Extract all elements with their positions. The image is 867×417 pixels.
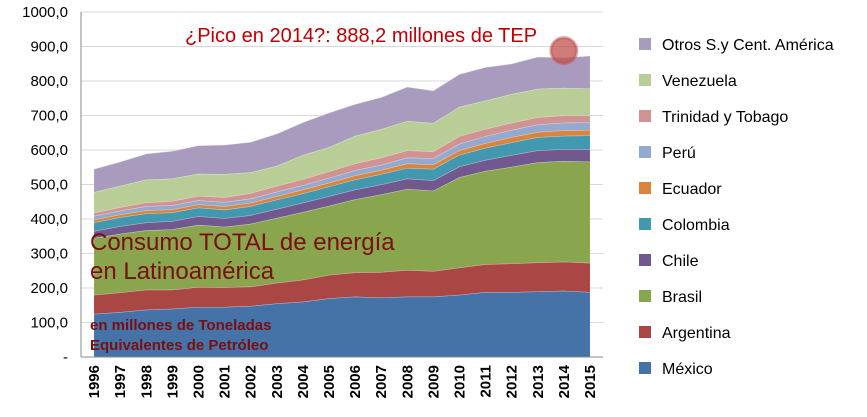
legend-swatch [639, 326, 651, 338]
legend-swatch [639, 74, 651, 86]
series-areas [93, 55, 590, 357]
x-tick-label: 2000 [190, 365, 207, 398]
legend-swatch [639, 146, 651, 158]
x-tick-label: 2007 [373, 365, 390, 398]
legend-label: Chile [662, 253, 699, 270]
y-tick-label: - [63, 349, 68, 366]
legend-label: Trinidad y Tobago [662, 109, 788, 126]
y-tick-label: 700,0 [30, 108, 68, 125]
x-axis-ticks: 1996 1997 1998 1999 2000 2001 2002 2003 2004 2005… [86, 364, 599, 398]
x-tick-label: 2010 [451, 365, 468, 398]
x-tick-label: 1998 [138, 365, 155, 398]
legend-label: Venezuela [662, 73, 737, 90]
x-tick-label: 2011 [478, 365, 495, 398]
series-area [94, 129, 590, 223]
units-note-line1: en millones de Toneladas [90, 317, 271, 334]
x-tick-label: 2014 [556, 364, 573, 398]
y-tick-label: 800,0 [30, 73, 68, 90]
series-area [94, 261, 590, 314]
x-tick-label: 2013 [530, 365, 547, 398]
x-tick-label: 2009 [425, 365, 442, 398]
x-tick-label: 2012 [504, 365, 521, 398]
series-area [94, 115, 590, 216]
legend-label: México [662, 361, 713, 378]
peak-marker [549, 36, 579, 66]
y-tick-label: 900,0 [30, 39, 68, 56]
legend: Otros S.y Cent. América Venezuela Trinidad… [639, 37, 834, 378]
legend-swatch [639, 362, 651, 374]
series-area [94, 161, 590, 295]
x-tick-label: 2008 [399, 365, 416, 398]
legend-label: Otros S.y Cent. América [662, 37, 834, 54]
y-tick-label: 500,0 [30, 177, 68, 194]
x-tick-label: 1996 [86, 365, 103, 398]
y-tick-label: 400,0 [30, 211, 68, 228]
series-area [94, 149, 590, 238]
series-top-edge [93, 55, 590, 170]
legend-label: Argentina [662, 325, 731, 342]
y-tick-label: 1000,0 [22, 4, 68, 21]
legend-swatch [639, 290, 651, 302]
x-tick-label: 2006 [347, 365, 364, 398]
x-tick-label: 2001 [217, 365, 234, 398]
legend-swatch [639, 110, 651, 122]
x-tick-label: 2002 [243, 365, 260, 398]
legend-label: Brasil [662, 289, 702, 306]
x-tick-label: 1999 [164, 365, 181, 398]
chart-title-line1: Consumo TOTAL de energía [90, 229, 395, 256]
legend-label: Ecuador [662, 181, 722, 198]
legend-swatch [639, 254, 651, 266]
y-tick-label: 600,0 [30, 142, 68, 159]
legend-swatch [639, 182, 651, 194]
x-tick-label: 2005 [321, 365, 338, 398]
x-tick-label: 1997 [112, 365, 129, 398]
peak-annotation: ¿Pico en 2014?: 888,2 millones de TEP [185, 25, 537, 47]
x-tick-label: 2003 [269, 365, 286, 398]
y-axis-ticks: - 100,0 200,0 300,0 400,0 500,0 600,0 700,0 800,… [22, 4, 68, 366]
y-tick-label: 300,0 [30, 246, 68, 263]
units-note-line2: Equivalentes de Petróleo [90, 337, 268, 354]
chart-title-line2: en Latinoamérica [90, 258, 275, 285]
x-tick-label: 2015 [582, 365, 599, 398]
series-area [94, 87, 590, 213]
legend-swatch [639, 38, 651, 50]
x-tick-label: 2004 [295, 364, 312, 398]
series-area [94, 122, 590, 220]
legend-label: Colombia [662, 217, 730, 234]
y-tick-label: 200,0 [30, 280, 68, 297]
legend-swatch [639, 218, 651, 230]
axes [80, 12, 603, 358]
series-area [94, 55, 590, 193]
y-tick-label: 100,0 [30, 315, 68, 332]
legend-label: Perú [662, 145, 696, 162]
